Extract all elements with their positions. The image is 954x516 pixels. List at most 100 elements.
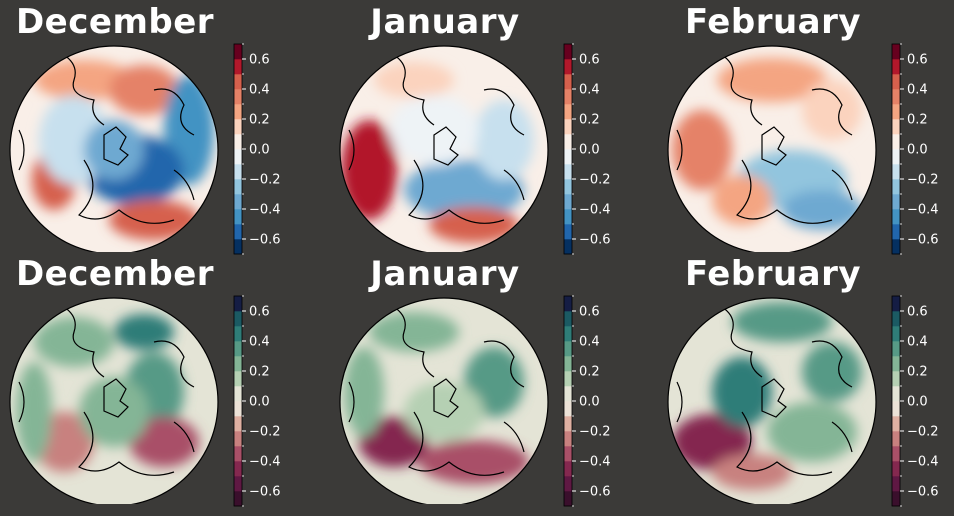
colorbar-segment (892, 164, 900, 180)
colorbar-segment (564, 446, 572, 462)
colorbar-tick-label: −0.4 (249, 455, 281, 470)
colorbar-tick-label: 0.2 (249, 113, 270, 128)
globe-outline (667, 45, 877, 252)
colorbar-segment (892, 416, 900, 432)
colorbar-segment (564, 179, 572, 195)
anomaly-field (109, 65, 179, 115)
anomaly-field (109, 200, 199, 240)
anomaly-field (712, 175, 772, 225)
colorbar-segment (564, 134, 572, 150)
anomaly-field (341, 120, 397, 220)
globe-outline (667, 297, 877, 504)
colorbar: 0.6 0.4 0.2 0.0 −0.2 −0.4 −0.6 (891, 295, 939, 507)
colorbar-segment (564, 194, 572, 210)
globe-outline (9, 297, 219, 504)
colorbar-segment (892, 89, 900, 105)
colorbar-segment (564, 386, 572, 402)
coastlines (676, 306, 853, 476)
anomaly-field (344, 347, 384, 437)
colorbar-tick-label: 0.0 (907, 395, 928, 410)
colorbar-tick-label: −0.4 (249, 203, 281, 218)
anomaly-field (79, 377, 149, 447)
globe-map (667, 45, 877, 252)
colorbar-segment (234, 104, 242, 120)
colorbar-segment (892, 401, 900, 417)
colorbar-segment (892, 476, 900, 492)
colorbar-segment (892, 74, 900, 90)
anomaly-field (712, 454, 792, 490)
colorbar-tick-label: −0.4 (907, 203, 939, 218)
panel-title: December (15, 2, 215, 42)
anomaly-field (369, 312, 459, 352)
colorbar-segment (564, 89, 572, 105)
colorbar-segment (234, 44, 242, 60)
colorbar-segment (234, 341, 242, 357)
colorbar-tick-label: −0.2 (249, 425, 281, 440)
colorbar-tick-label: 0.6 (579, 305, 600, 320)
colorbar-tick-label: −0.4 (907, 455, 939, 470)
colorbar-segment (234, 416, 242, 432)
map-panel: December 0.6 0.4 0.2 0.0 −0.2 −0.4 −0.6 (0, 252, 300, 507)
anomaly-field (782, 190, 862, 230)
anomaly-field (712, 357, 772, 427)
colorbar-segment (564, 44, 572, 60)
colorbar-segment (234, 356, 242, 372)
panel-title: January (370, 254, 520, 294)
colorbar-tick-label: 0.6 (579, 53, 600, 68)
colorbar-tick-label: −0.2 (579, 173, 611, 188)
colorbar-segment (892, 341, 900, 357)
colorbar-segment (892, 104, 900, 120)
anomaly-field (359, 417, 429, 467)
panel-title: December (15, 254, 215, 294)
colorbar-segment (564, 59, 572, 75)
colorbar-segment (564, 476, 572, 492)
map-panel: December 0.6 0.4 0.2 0.0 −0.2 −0.4 −0.6 (0, 0, 300, 255)
colorbar-segment (234, 386, 242, 402)
colorbar-segment (234, 164, 242, 180)
colorbar-segment (892, 239, 900, 255)
colorbar: 0.6 0.4 0.2 0.0 −0.2 −0.4 −0.6 (563, 295, 611, 507)
colorbar-segment (234, 431, 242, 447)
colorbar-segment (234, 179, 242, 195)
colorbar-segment (892, 296, 900, 312)
colorbar-segment (892, 224, 900, 240)
colorbar-segment (234, 461, 242, 477)
colorbar-segment (892, 209, 900, 225)
colorbar-segment (234, 194, 242, 210)
anomaly-field (16, 362, 52, 462)
colorbar-tick-label: 0.6 (907, 305, 928, 320)
colorbar-tick-label: 0.2 (579, 365, 600, 380)
colorbar-segment (892, 386, 900, 402)
anomaly-field (374, 62, 454, 98)
coastlines (18, 54, 195, 224)
colorbar-segment (234, 209, 242, 225)
colorbar-tick-label: 0.6 (907, 53, 928, 68)
panel-title: February (684, 2, 862, 42)
colorbar-segment (234, 491, 242, 507)
colorbar-segment (234, 74, 242, 90)
colorbar-segment (892, 119, 900, 135)
colorbar-segment (892, 44, 900, 60)
colorbar-tick-label: −0.2 (249, 173, 281, 188)
colorbar-segment (564, 119, 572, 135)
colorbar-segment (234, 89, 242, 105)
colorbar-segment (564, 149, 572, 165)
colorbar-segment (564, 74, 572, 90)
map-panel: February 0.6 0.4 0.2 0.0 −0.2 −0.4 −0.6 (658, 0, 954, 255)
colorbar-tick-label: 0.0 (579, 143, 600, 158)
coastlines (18, 306, 195, 476)
colorbar-segment (892, 356, 900, 372)
colorbar-segment (564, 341, 572, 357)
colorbar-segment (234, 311, 242, 327)
colorbar-tick-label: 0.2 (907, 113, 928, 128)
colorbar-tick-label: 0.0 (249, 395, 270, 410)
colorbar-tick-label: 0.4 (579, 335, 600, 350)
anomaly-field (389, 95, 479, 165)
colorbar-tick-label: −0.4 (579, 203, 611, 218)
colorbar-segment (234, 134, 242, 150)
anomaly-field (429, 207, 519, 243)
colorbar-segment (564, 296, 572, 312)
anomaly-field (732, 302, 832, 342)
anomaly-field (114, 314, 174, 350)
colorbar-segment (564, 239, 572, 255)
